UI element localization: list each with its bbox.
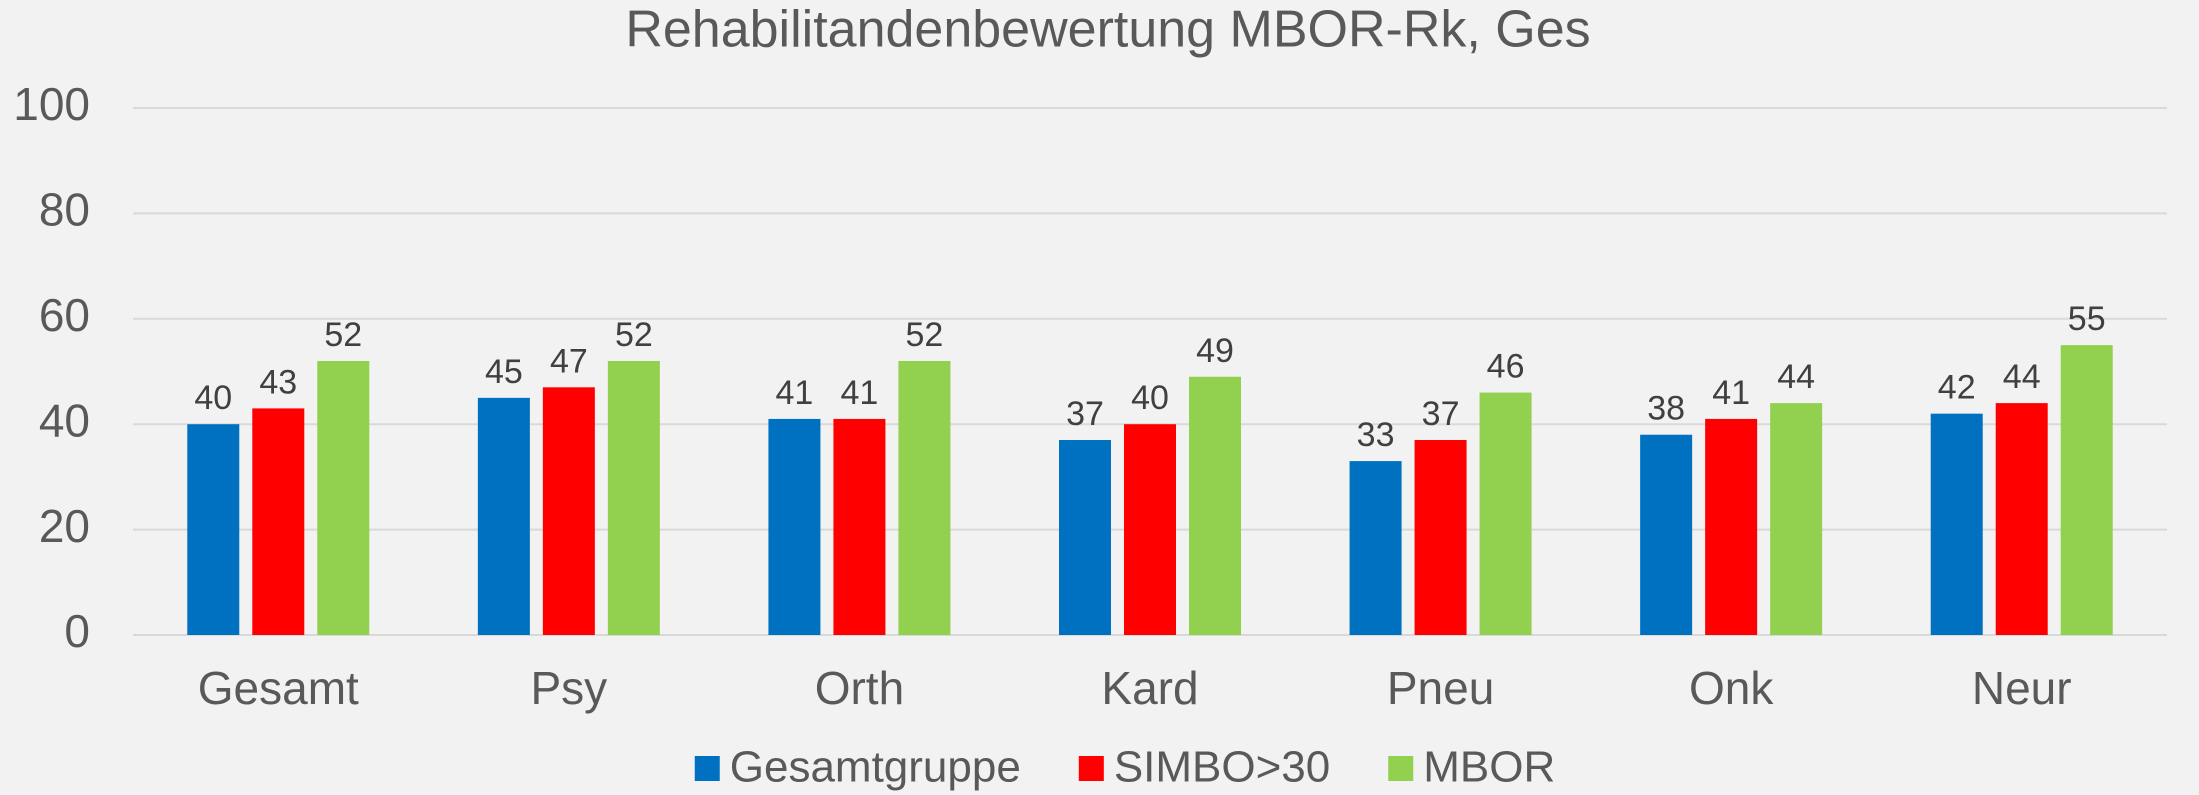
bar bbox=[898, 360, 951, 635]
legend-swatch bbox=[1388, 756, 1414, 781]
data-label: 40 bbox=[1131, 379, 1169, 417]
data-label: 47 bbox=[550, 342, 588, 380]
data-label: 44 bbox=[2003, 358, 2041, 396]
x-tick-label: Onk bbox=[1689, 662, 1774, 714]
legend-swatch bbox=[1078, 756, 1104, 781]
data-label: 45 bbox=[485, 353, 523, 391]
y-tick-label: 100 bbox=[13, 78, 90, 130]
data-label: 41 bbox=[776, 374, 814, 412]
bar bbox=[1124, 424, 1176, 635]
bar bbox=[833, 418, 886, 635]
bar bbox=[1189, 376, 1241, 635]
bar bbox=[1770, 403, 1823, 635]
data-label: 37 bbox=[1422, 395, 1460, 433]
data-label: 41 bbox=[1712, 374, 1750, 412]
data-label: 37 bbox=[1066, 395, 1104, 433]
y-tick-label: 40 bbox=[39, 394, 90, 446]
legend-label: SIMBO>30 bbox=[1114, 743, 1330, 792]
bar bbox=[1995, 403, 2048, 635]
bar bbox=[2060, 345, 2113, 635]
data-label: 52 bbox=[906, 316, 944, 354]
legend-label: MBOR bbox=[1423, 743, 1555, 792]
data-label: 55 bbox=[2068, 300, 2106, 338]
bar bbox=[252, 408, 305, 635]
bar bbox=[1705, 418, 1758, 635]
data-label: 41 bbox=[841, 374, 879, 412]
data-label: 40 bbox=[194, 379, 232, 417]
legend-swatch bbox=[694, 756, 720, 781]
bar bbox=[1349, 461, 1402, 635]
data-label: 52 bbox=[324, 316, 362, 354]
data-label: 52 bbox=[615, 316, 653, 354]
bar bbox=[542, 387, 595, 635]
x-tick-label: Neur bbox=[1972, 662, 2072, 714]
y-tick-label: 80 bbox=[39, 184, 90, 236]
bar bbox=[1414, 440, 1467, 635]
y-tick-label: 60 bbox=[39, 289, 90, 341]
bar bbox=[187, 424, 240, 635]
x-tick-label: Orth bbox=[815, 662, 904, 714]
data-label: 43 bbox=[259, 363, 297, 401]
bar bbox=[1059, 440, 1111, 635]
legend-label: Gesamtgruppe bbox=[730, 743, 1021, 792]
bar bbox=[607, 360, 660, 635]
x-tick-label: Kard bbox=[1101, 662, 1198, 714]
y-tick-label: 20 bbox=[39, 500, 90, 552]
data-label: 42 bbox=[1938, 369, 1976, 407]
bar bbox=[317, 360, 370, 635]
bar bbox=[768, 418, 821, 635]
bar bbox=[1640, 434, 1693, 635]
data-label: 38 bbox=[1647, 390, 1685, 428]
chart-title: Rehabilitandenbewertung MBOR-Rk, Ges bbox=[625, 1, 1590, 59]
data-label: 46 bbox=[1487, 348, 1525, 386]
data-label: 49 bbox=[1196, 332, 1234, 370]
data-label: 44 bbox=[1777, 358, 1815, 396]
x-tick-label: Gesamt bbox=[198, 662, 359, 714]
x-tick-label: Psy bbox=[531, 662, 608, 714]
bar bbox=[1479, 392, 1532, 635]
bar bbox=[477, 397, 530, 635]
bar bbox=[1930, 413, 1983, 635]
y-tick-label: 0 bbox=[64, 605, 90, 657]
x-tick-label: Pneu bbox=[1387, 662, 1494, 714]
data-label: 33 bbox=[1357, 416, 1395, 454]
